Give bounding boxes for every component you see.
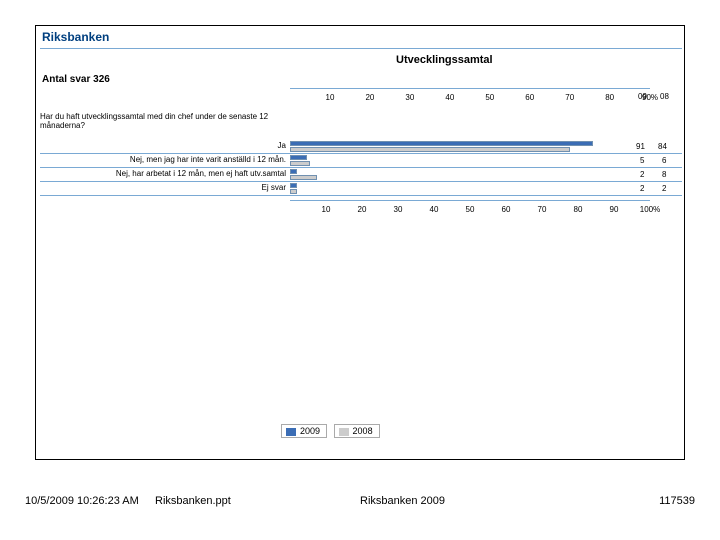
tick: 30	[405, 93, 414, 102]
tick: 20	[365, 93, 374, 102]
tick: 60	[502, 205, 511, 214]
legend-label: 2008	[353, 426, 373, 436]
question-text: Har du haft utvecklingssamtal med din ch…	[40, 112, 280, 130]
report-frame: Riksbanken Utvecklingssamtal Antal svar …	[35, 25, 685, 460]
row-divider	[40, 195, 682, 196]
col-header-08: 08	[660, 92, 669, 101]
tick: 100%	[640, 205, 660, 214]
table-row: Ja 91 84	[40, 140, 682, 154]
value-08: 2	[662, 184, 666, 193]
value-08: 6	[662, 156, 666, 165]
tick: 20	[358, 205, 367, 214]
table-row: Nej, har arbetat i 12 mån, men ej haft u…	[40, 168, 682, 182]
swatch-icon	[339, 428, 349, 436]
value-09: 91	[636, 142, 645, 151]
footer-filename: Riksbanken.ppt	[155, 495, 231, 507]
chart-area: 10 20 30 40 50 60 70 80 90% 09 08 Har du…	[40, 70, 682, 240]
tick: 80	[574, 205, 583, 214]
row-label: Nej, men jag har inte varit anställd i 1…	[40, 155, 286, 164]
value-09: 2	[640, 184, 644, 193]
value-08: 8	[662, 170, 666, 179]
tick: 50	[466, 205, 475, 214]
row-label: Ej svar	[40, 183, 286, 192]
axis-top: 10 20 30 40 50 60 70 80 90%	[290, 88, 650, 98]
tick: 60	[525, 93, 534, 102]
tick: 50	[485, 93, 494, 102]
chart-title: Utvecklingssamtal	[396, 54, 493, 66]
legend-item-2008: 2008	[334, 424, 380, 438]
bar-2008	[290, 189, 297, 194]
legend-label: 2009	[300, 426, 320, 436]
tick: 90	[610, 205, 619, 214]
bar-2008	[290, 161, 310, 166]
tick: 40	[430, 205, 439, 214]
brand-title: Riksbanken	[42, 30, 109, 44]
bar-track	[290, 154, 623, 167]
tick: 70	[538, 205, 547, 214]
bar-track	[290, 182, 623, 195]
tick: 10	[322, 205, 331, 214]
tick: 10	[326, 93, 335, 102]
tick: 80	[605, 93, 614, 102]
footer-timestamp: 10/5/2009 10:26:23 AM	[25, 495, 139, 507]
value-09: 2	[640, 170, 644, 179]
tick: 30	[394, 205, 403, 214]
tick: 70	[565, 93, 574, 102]
footer-center: Riksbanken 2009	[360, 495, 445, 507]
row-label: Nej, har arbetat i 12 mån, men ej haft u…	[40, 169, 286, 178]
bar-2009	[290, 141, 593, 146]
footer: 10/5/2009 10:26:23 AM Riksbanken.ppt Rik…	[25, 495, 695, 507]
bar-track	[290, 168, 623, 181]
bar-2008	[290, 147, 570, 152]
legend: 2009 2008	[281, 424, 384, 438]
col-header-09: 09	[638, 92, 647, 101]
swatch-icon	[286, 428, 296, 436]
bar-2008	[290, 175, 317, 180]
bar-2009	[290, 183, 297, 188]
axis-bottom: 10 20 30 40 50 60 70 80 90 100%	[290, 200, 650, 210]
bar-track	[290, 140, 623, 153]
tick: 40	[445, 93, 454, 102]
bar-2009	[290, 155, 307, 160]
header-divider	[40, 48, 682, 49]
legend-item-2009: 2009	[281, 424, 327, 438]
footer-page: 117539	[659, 495, 695, 507]
bar-2009	[290, 169, 297, 174]
value-09: 5	[640, 156, 644, 165]
table-row: Ej svar 2 2	[40, 182, 682, 196]
table-row: Nej, men jag har inte varit anställd i 1…	[40, 154, 682, 168]
row-label: Ja	[40, 141, 286, 150]
value-08: 84	[658, 142, 667, 151]
